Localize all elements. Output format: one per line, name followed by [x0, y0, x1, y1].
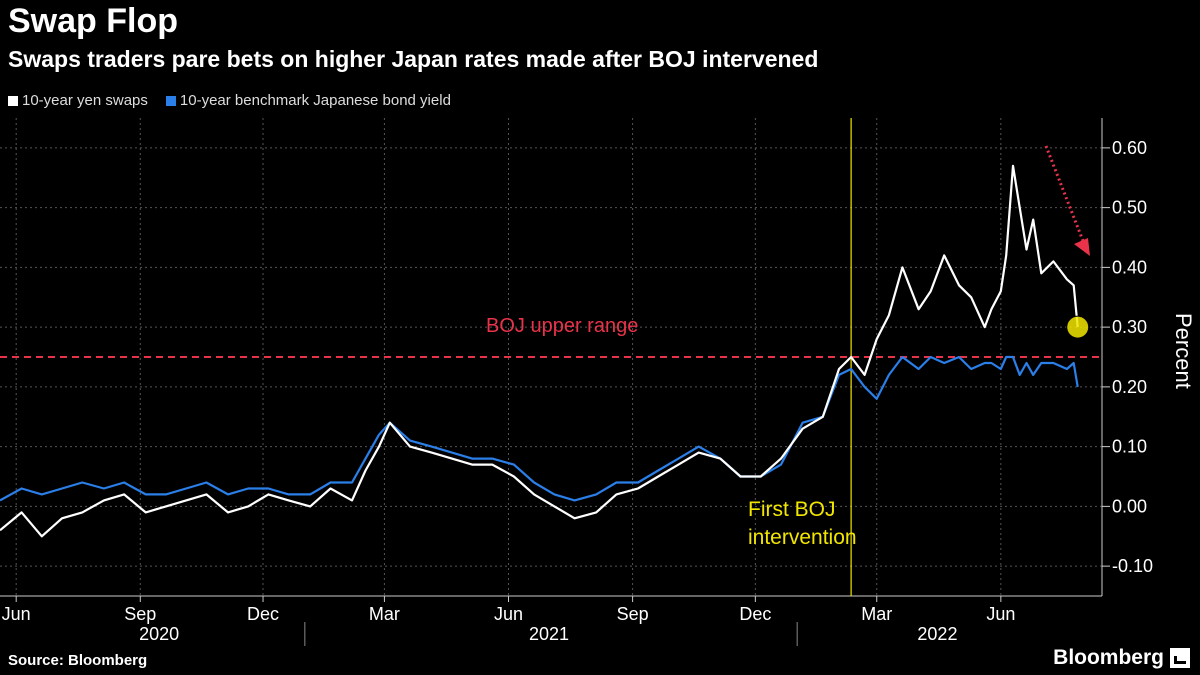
downtrend-arrow-head [1074, 238, 1090, 256]
legend-swatch-jgb [165, 95, 176, 106]
brand-name: Bloomberg [1053, 646, 1164, 669]
y-tick-label: 0.20 [1112, 377, 1147, 397]
chart-subtitle: Swaps traders pare bets on higher Japan … [8, 46, 819, 72]
x-tick-label: Sep [617, 604, 649, 624]
bloomberg-terminal-icon [1170, 648, 1190, 668]
intervention-label: First BOJ [748, 498, 836, 521]
legend-item-swaps: 10-year yen swaps [8, 92, 148, 109]
latest-value-marker [1066, 315, 1090, 339]
series-line-swaps [0, 164, 1079, 538]
y-axis-title: Percent [1171, 313, 1196, 389]
legend-item-jgb: 10-year benchmark Japanese bond yield [165, 92, 451, 109]
x-tick-label: Dec [739, 604, 771, 624]
legend-label-swaps: 10-year yen swaps [22, 92, 148, 109]
year-label: 2020 [139, 624, 179, 644]
intervention-label: intervention [748, 526, 857, 549]
source-note: Source: Bloomberg [8, 652, 148, 669]
downtrend-arrow [1044, 145, 1087, 247]
x-tick-label: Mar [369, 604, 400, 624]
series-line-jgb [0, 355, 1079, 502]
legend-label-jgb: 10-year benchmark Japanese bond yield [179, 92, 451, 109]
boj-upper-range-label: BOJ upper range [486, 315, 638, 337]
y-tick-label: 0.00 [1112, 496, 1147, 516]
x-tick-label: Jun [2, 604, 31, 624]
y-tick-label: 0.30 [1112, 317, 1147, 337]
y-tick-label: 0.50 [1112, 198, 1147, 218]
legend: 10-year yen swaps 10-year benchmark Japa… [8, 92, 451, 109]
x-tick-label: Jun [494, 604, 523, 624]
year-label: 2021 [529, 624, 569, 644]
x-tick-label: Mar [861, 604, 892, 624]
y-tick-label: 0.10 [1112, 437, 1147, 457]
x-tick-label: Jun [986, 604, 1015, 624]
x-tick-label: Dec [247, 604, 279, 624]
legend-swatch-swaps [8, 95, 18, 106]
chart-title: Swap Flop [8, 2, 178, 40]
y-tick-label: 0.60 [1112, 138, 1147, 158]
brand-logo: Bloomberg [1053, 646, 1190, 670]
year-label: 2022 [917, 624, 957, 644]
y-tick-label: -0.10 [1112, 556, 1153, 576]
y-tick-label: 0.40 [1112, 257, 1147, 277]
x-tick-label: Sep [124, 604, 156, 624]
